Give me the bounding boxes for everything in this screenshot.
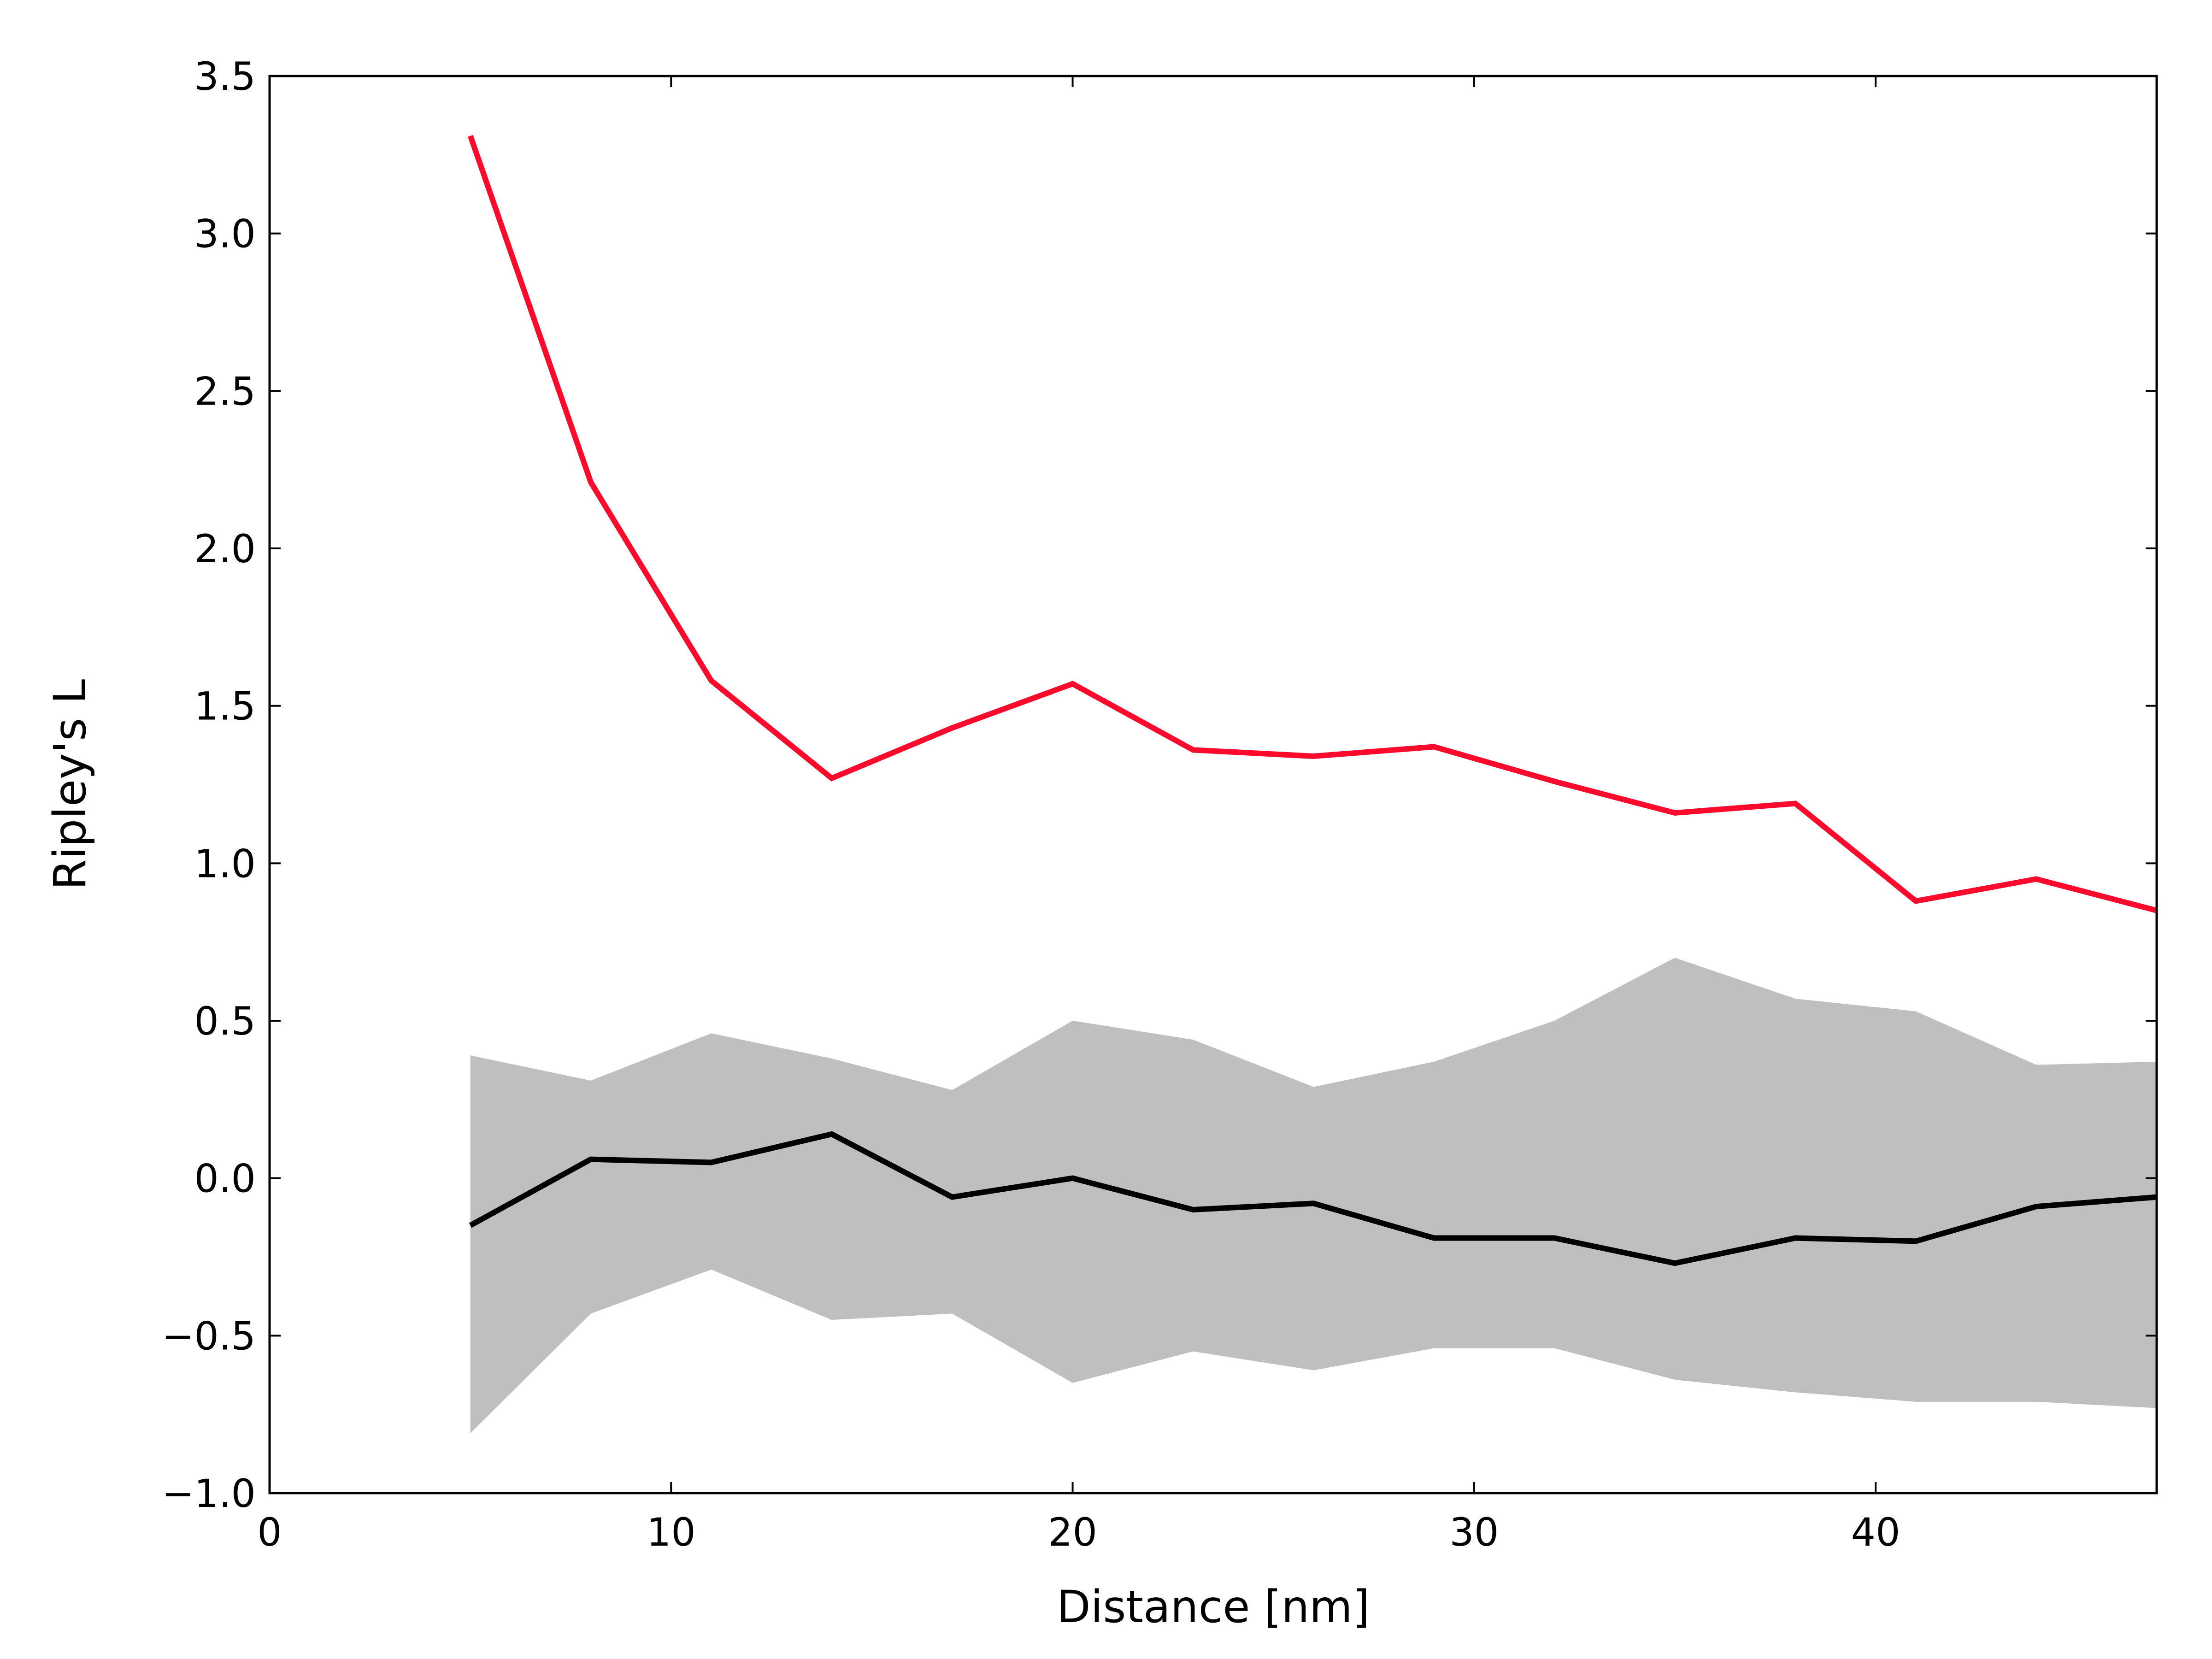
envelope-band — [470, 958, 2157, 1434]
y-tick-label: 1.5 — [194, 684, 256, 729]
y-tick-label: 1.0 — [194, 841, 256, 886]
y-tick-label: 3.5 — [194, 54, 256, 99]
x-tick-label: 30 — [1449, 1510, 1499, 1555]
x-tick-label: 40 — [1851, 1510, 1900, 1555]
y-tick-label: 0.0 — [194, 1156, 256, 1201]
series-line-black — [469, 1131, 2157, 1266]
y-tick-label: −1.0 — [162, 1471, 256, 1516]
plot-area — [268, 75, 2158, 1494]
y-axis-label: Ripley's L — [44, 679, 96, 890]
y-tick-label: −0.5 — [162, 1313, 256, 1359]
tick-labels: 0 10 20 30 40 −1.0 −0.5 0.0 0.5 1.0 1.5 2.0 2.5 3.0 3.… — [162, 54, 1900, 1555]
x-tick-label: 10 — [647, 1510, 696, 1555]
x-axis-label: Distance [nm] — [1057, 1581, 1370, 1633]
y-tick-label: 0.5 — [194, 999, 256, 1044]
axis-ticks — [269, 75, 2157, 1494]
y-tick-label: 3.0 — [194, 212, 256, 257]
series-line-red — [467, 135, 2158, 913]
x-tick-label: 20 — [1048, 1510, 1097, 1555]
y-tick-label: 2.0 — [194, 526, 256, 571]
y-tick-label: 2.5 — [194, 369, 256, 414]
axes-frame — [268, 75, 2158, 1494]
x-tick-label: 0 — [257, 1510, 282, 1555]
